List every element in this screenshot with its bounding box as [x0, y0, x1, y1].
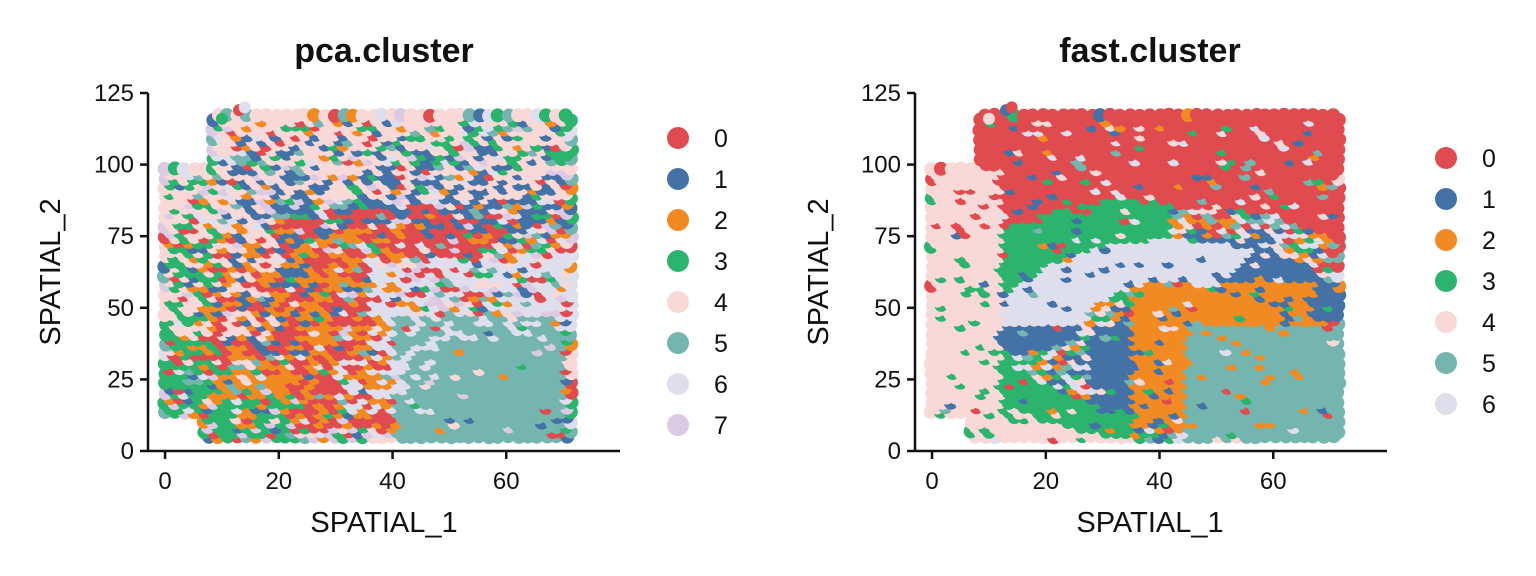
- legend-marker: [667, 373, 689, 395]
- scatter-point: [403, 108, 418, 123]
- y-tick-label: 0: [121, 438, 134, 465]
- scatter-point: [423, 108, 438, 123]
- scatter-points: [923, 101, 1347, 445]
- y-tick-label: 100: [94, 152, 134, 179]
- legend-label: 0: [714, 125, 728, 153]
- legend-marker: [667, 332, 689, 354]
- scatter-point: [520, 108, 535, 123]
- legend-marker: [667, 127, 689, 149]
- scatter-point: [462, 108, 477, 123]
- x-tick-label: 20: [265, 468, 292, 495]
- legend: 0 1 2 3 4 5 6 7: [667, 125, 728, 440]
- scatter-point: [393, 107, 408, 122]
- scatter-point: [318, 108, 333, 123]
- legend-label: 1: [714, 166, 728, 194]
- x-tick-label: 40: [379, 468, 406, 495]
- scatter-point: [538, 108, 553, 123]
- y-tick-label: 25: [107, 366, 134, 393]
- scatter-point: [157, 161, 172, 176]
- legend-label: 4: [714, 289, 728, 317]
- scatter-point: [176, 162, 191, 177]
- scatter-point: [279, 108, 294, 123]
- scatter-point: [215, 112, 228, 125]
- y-axis-label: SPATIAL_2: [35, 198, 67, 345]
- legend-marker: [667, 209, 689, 231]
- legend-label: 5: [714, 330, 728, 358]
- scatter-point: [452, 108, 467, 123]
- scatter-point: [558, 108, 573, 123]
- y-tick-label: 50: [107, 295, 134, 322]
- scatter-point: [490, 108, 505, 123]
- legend-marker: [667, 291, 689, 313]
- legend-marker: [667, 250, 689, 272]
- scatter-point: [432, 108, 447, 123]
- scatter-point: [297, 107, 312, 122]
- scatter-point: [238, 101, 251, 114]
- scatter-point: [374, 107, 389, 122]
- scatter-point: [249, 108, 264, 123]
- legend-marker: [667, 168, 689, 190]
- legend-label: 7: [714, 412, 728, 440]
- x-tick-label: 0: [158, 468, 171, 495]
- legend-label: 2: [714, 207, 728, 235]
- plot-area: [156, 101, 580, 445]
- scatter-point: [259, 108, 274, 123]
- scatter-points: [156, 101, 580, 445]
- axis-ticks: 0 20 40 60 0 25 50 75 100 125: [94, 80, 520, 495]
- y-tick-label: 75: [107, 223, 134, 250]
- scatter-point: [355, 108, 370, 123]
- chart-title: pca.cluster: [294, 32, 474, 70]
- y-tick-label: 125: [94, 80, 134, 107]
- x-tick-label: 60: [493, 468, 520, 495]
- legend-marker: [667, 414, 689, 436]
- chart-title: fast.cluster: [1059, 32, 1240, 70]
- x-axis-label: SPATIAL_1: [310, 507, 457, 539]
- legend-label: 3: [714, 248, 728, 276]
- legend-label: 6: [714, 371, 728, 399]
- plot-area: [923, 101, 1347, 445]
- scatter-point: [307, 108, 322, 123]
